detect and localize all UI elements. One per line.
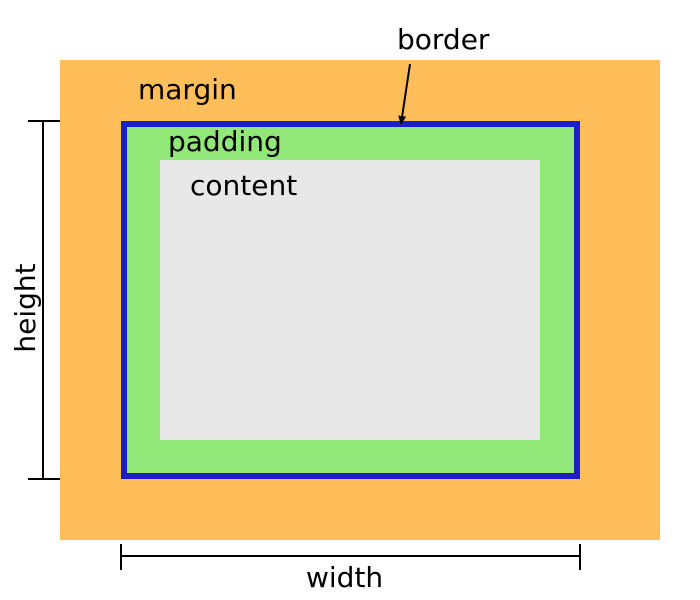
border-label: border [397,23,490,56]
border-pointer-arrow [398,63,411,125]
padding-label: padding [168,125,282,158]
content-label: content [190,169,298,202]
width-label: width [306,561,384,594]
content-area [160,160,540,440]
border-frame [121,121,580,479]
margin-label: margin [138,73,237,106]
height-label: height [9,263,42,353]
